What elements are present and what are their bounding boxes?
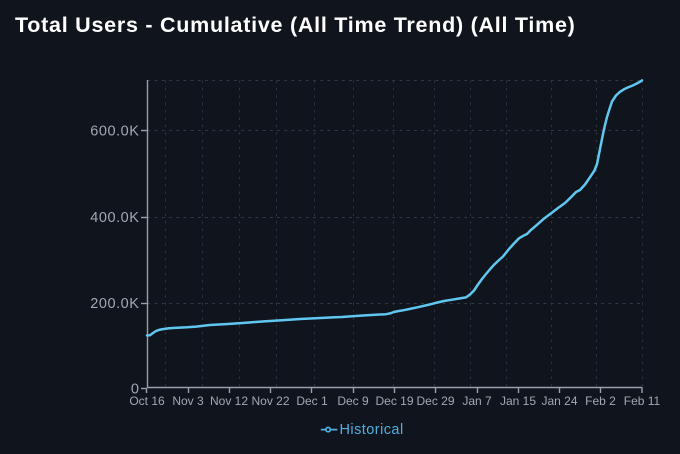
svg-text:0: 0 xyxy=(131,382,140,398)
svg-text:Dec 19: Dec 19 xyxy=(375,394,413,408)
svg-text:Oct 16: Oct 16 xyxy=(129,394,165,408)
svg-text:Dec 29: Dec 29 xyxy=(416,394,454,408)
svg-text:Historical: Historical xyxy=(340,422,404,438)
svg-text:Dec 1: Dec 1 xyxy=(296,394,328,408)
svg-text:Jan 15: Jan 15 xyxy=(500,394,536,408)
svg-text:Dec 9: Dec 9 xyxy=(337,394,369,408)
svg-text:Nov 22: Nov 22 xyxy=(251,394,289,408)
svg-text:600.0K: 600.0K xyxy=(90,124,139,140)
svg-text:Nov 12: Nov 12 xyxy=(210,394,248,408)
svg-text:Feb 2: Feb 2 xyxy=(585,394,616,408)
svg-text:Total Users - Cumulative (All: Total Users - Cumulative (All Time Trend… xyxy=(15,13,576,37)
svg-text:200.0K: 200.0K xyxy=(90,296,139,312)
svg-text:Jan 24: Jan 24 xyxy=(541,394,577,408)
svg-text:Nov 3: Nov 3 xyxy=(172,394,204,408)
svg-text:Jan 7: Jan 7 xyxy=(462,394,492,408)
svg-text:400.0K: 400.0K xyxy=(90,210,139,226)
svg-text:Feb 11: Feb 11 xyxy=(624,394,661,408)
